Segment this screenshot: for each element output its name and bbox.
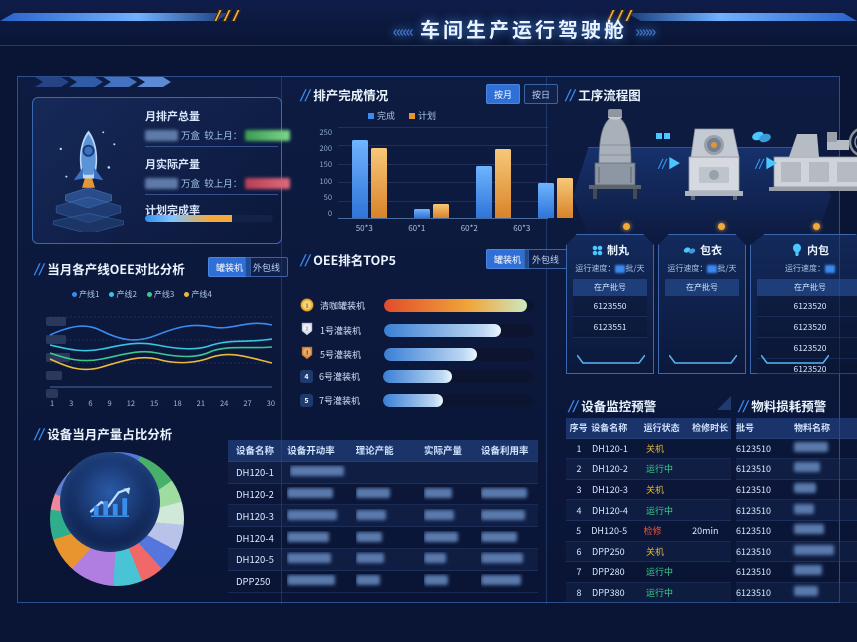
svg-text:3: 3 <box>306 349 309 356</box>
svg-text:2: 2 <box>306 325 309 332</box>
svg-text:1: 1 <box>305 302 308 310</box>
